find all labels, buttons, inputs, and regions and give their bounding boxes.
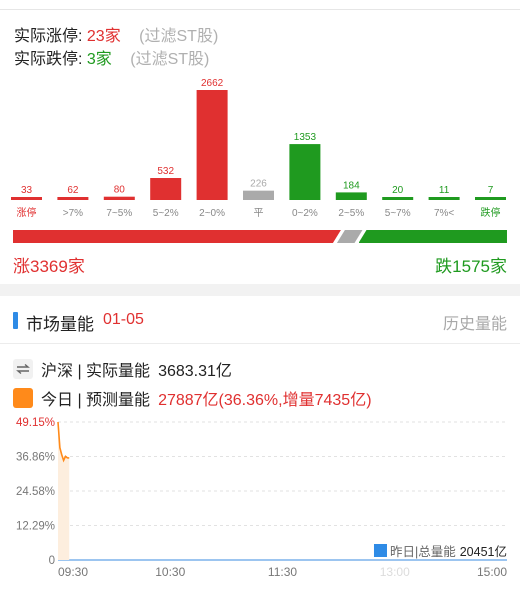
change-distribution-chart: 33 涨停 62 >7% 80 7~5% 532 5~2% 2662 2~0% 226 平 1353 0~… <box>11 78 506 219</box>
volume-trend-chart: 49.15% 36.86% 24.58% 12.29% 009:30 10:30 11:30… <box>16 417 507 579</box>
x-tick-label-2: 11:30 <box>268 565 297 579</box>
dist-value-label-5: 226 <box>250 179 267 190</box>
dist-value-label-10: 7 <box>488 185 494 196</box>
section-separator <box>0 284 520 296</box>
history-volume-link[interactable]: 历史量能 <box>442 316 507 333</box>
up-total: 涨3369家 <box>13 257 85 276</box>
section-date: 01-05 <box>103 311 144 328</box>
up-ratio-bar <box>13 230 341 243</box>
forecast-volume-value: 27887亿(36.36%,增量7435亿) <box>158 392 372 409</box>
dist-category-label-1: >7% <box>63 208 83 219</box>
down-total: 跌1575家 <box>435 257 507 276</box>
x-tick-label-1: 10:30 <box>155 565 185 579</box>
flat-ratio-bar <box>337 230 363 243</box>
today-volume-area <box>58 422 70 560</box>
x-tick-label-3: 15:00 <box>477 565 507 579</box>
limit-down-row: 实际跌停: 3家 (过滤ST股) <box>14 45 209 69</box>
actual-volume-value: 3683.31亿 <box>158 363 232 380</box>
top-divider <box>0 0 520 10</box>
x-tick-label-0: 09:30 <box>58 565 88 579</box>
dist-value-label-4: 2662 <box>201 78 224 89</box>
down-ratio-bar <box>358 230 507 243</box>
dist-value-label-8: 20 <box>392 185 404 196</box>
swap-arrows-icon <box>13 359 33 379</box>
dist-bar-5 <box>243 190 274 200</box>
dist-category-label-6: 0~2% <box>292 208 318 219</box>
volume-section-header: 市场量能 01-05 历史量能 <box>0 296 520 344</box>
dist-bar-6 <box>289 144 321 200</box>
x-tick-label-extra: 13:00 <box>380 565 410 579</box>
legend-yesterday-label: 昨日|总量能 <box>390 545 456 559</box>
dist-category-label-9: 7%< <box>434 208 454 219</box>
forecast-volume-label: 今日 | 预测量能 <box>41 392 151 409</box>
limit-down-label: 实际跌停: <box>14 51 83 68</box>
dist-category-label-4: 2~0% <box>199 208 225 219</box>
limit-up-count: 23家 <box>86 28 121 45</box>
dist-bar-8 <box>382 197 414 200</box>
dist-value-label-7: 184 <box>343 180 360 191</box>
dist-bar-7 <box>335 192 367 200</box>
actual-volume-row: 沪深 | 实际量能 3683.31亿 <box>13 357 232 381</box>
y-tick-label-1: 36.86% <box>16 452 55 464</box>
actual-volume-label: 沪深 | 实际量能 <box>41 363 151 380</box>
y-tick-label-2: 24.58% <box>16 486 55 498</box>
y-tick-label-4: 0 <box>49 555 55 567</box>
dist-category-label-10: 跌停 <box>481 206 501 219</box>
section-accent-bar <box>13 312 18 329</box>
limit-down-count: 3家 <box>86 51 112 68</box>
dist-category-label-7: 2~5% <box>338 208 364 219</box>
legend-yesterday-value: 20451亿 <box>460 544 507 559</box>
filter-note-down: (过滤ST股) <box>130 51 210 68</box>
forecast-volume-row: 今日 | 预测量能 27887亿(36.36%,增量7435亿) <box>13 386 372 410</box>
dist-bar-9 <box>428 197 460 200</box>
dist-value-label-1: 62 <box>67 185 79 196</box>
dist-bar-3 <box>150 178 182 200</box>
dist-bar-10 <box>475 197 506 200</box>
filter-note-up: (过滤ST股) <box>139 28 219 45</box>
dist-value-label-2: 80 <box>114 185 126 196</box>
dist-value-label-9: 11 <box>439 185 450 196</box>
dist-value-label-0: 33 <box>21 185 33 196</box>
limit-up-label: 实际涨停: <box>14 28 83 45</box>
dist-bar-1 <box>57 197 89 200</box>
dist-bar-2 <box>103 196 135 200</box>
orange-square-icon <box>13 388 33 408</box>
dist-category-label-2: 7~5% <box>106 208 132 219</box>
dist-category-label-8: 5~7% <box>385 208 411 219</box>
y-tick-label-3: 12.29% <box>16 521 55 533</box>
section-title: 市场量能 <box>26 315 94 334</box>
dist-value-label-3: 532 <box>157 166 174 177</box>
dist-category-label-5: 平 <box>254 208 264 219</box>
dist-category-label-3: 5~2% <box>153 208 179 219</box>
dist-value-label-6: 1353 <box>294 132 317 143</box>
limit-up-row: 实际涨停: 23家 (过滤ST股) <box>14 22 218 46</box>
y-tick-label-0: 49.15% <box>16 417 55 429</box>
dist-bar-0 <box>11 197 42 200</box>
today-volume-line <box>57 421 70 463</box>
legend-yesterday-swatch <box>373 544 387 557</box>
dist-bar-4 <box>196 90 228 200</box>
dist-category-label-0: 涨停 <box>17 206 37 219</box>
